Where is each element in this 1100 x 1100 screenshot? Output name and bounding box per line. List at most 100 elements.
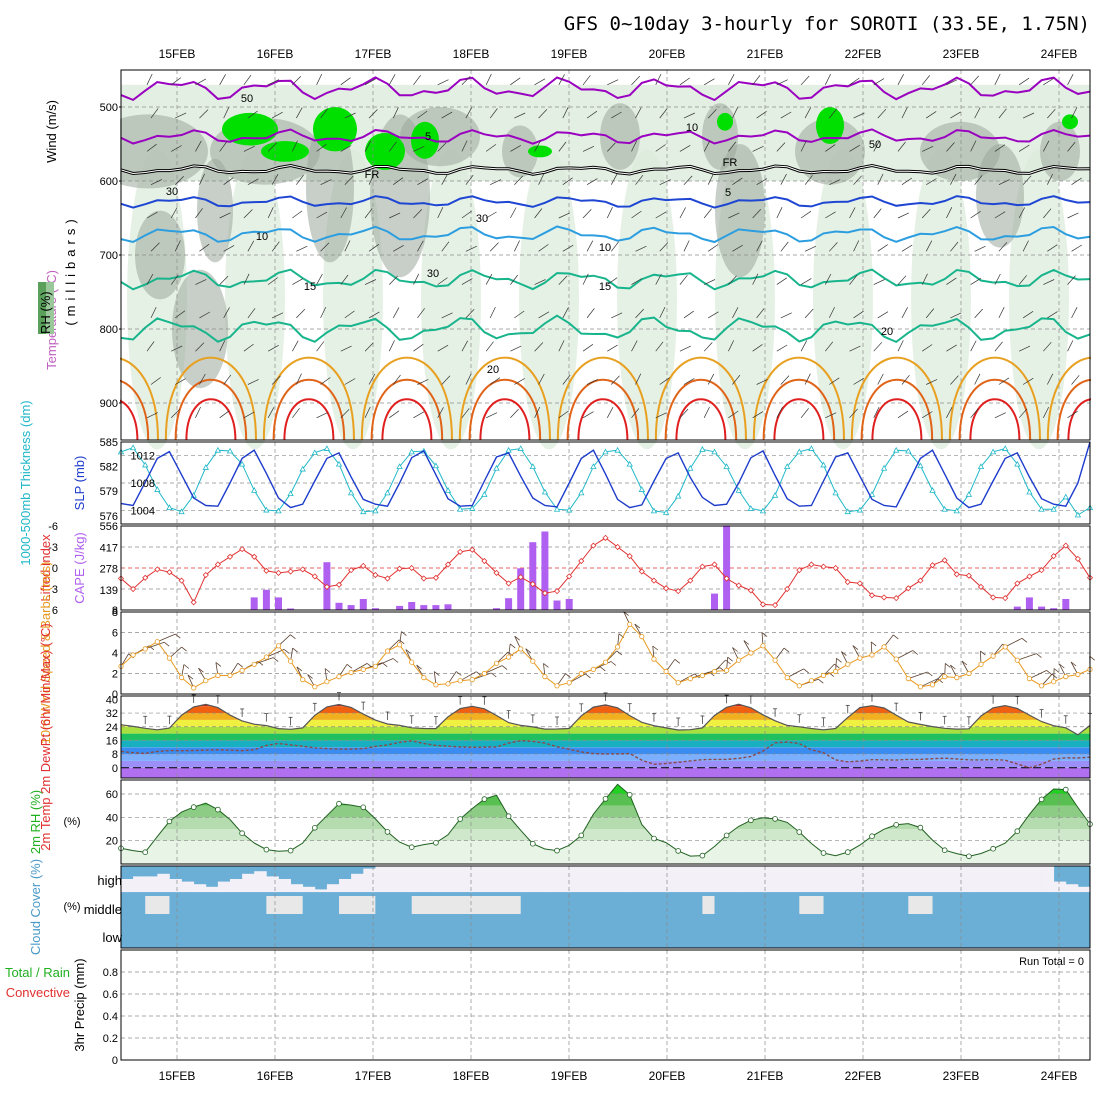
cape-bar (432, 605, 440, 610)
upper-wind-barb (219, 340, 226, 352)
upper-wind-barb (1067, 340, 1074, 352)
thickness-marker (699, 446, 706, 452)
upper-wind-barb (534, 140, 541, 152)
wind-speed-marker (336, 673, 342, 680)
upper-wind-barb (340, 274, 349, 285)
wind-speed-marker (1002, 644, 1008, 650)
upper-wind-barb (635, 107, 642, 119)
wind-speed-marker (372, 663, 378, 669)
wind-speed-marker (1063, 673, 1069, 680)
cloud-high-gap (678, 866, 691, 893)
upper-wind-barb (340, 77, 351, 86)
cloud-high-gap (617, 866, 631, 893)
rh-tick-label: 40 (106, 812, 118, 824)
boundary-layer-arch (370, 378, 444, 441)
boundary-layer-arch (675, 398, 727, 441)
thickness-line (120, 447, 1091, 516)
thickness-marker (287, 490, 294, 497)
date-label-top: 23FEB (943, 47, 980, 61)
upper-wind-barb (655, 73, 662, 85)
upper-wind-barb (1018, 77, 1030, 86)
wind-barb-feather (1089, 655, 1095, 661)
upper-wind-barb (897, 74, 904, 85)
freezing-level-inner (120, 164, 1091, 175)
rh-patch-saturated (365, 132, 405, 170)
upper-wind-barb (340, 345, 352, 352)
upper-wind-barb (970, 278, 982, 285)
cape-bar (553, 600, 561, 610)
cloud-high-gap (884, 866, 897, 893)
wind-barb-feather (841, 651, 847, 656)
upper-wind-barb (292, 340, 299, 352)
wind-speed-marker (251, 661, 257, 667)
temp-tick-label: 16 (106, 735, 118, 747)
upper-wind-barb (247, 240, 255, 252)
upper-wind-barb (998, 307, 1005, 319)
upper-wind-barb (534, 279, 546, 285)
upper-wind-barb (901, 374, 910, 385)
upper-wind-barb (393, 177, 404, 185)
cape-bar (1013, 606, 1021, 610)
date-axis-top: 15FEB 16FEB 17FEB 18FEB 19FEB 20FEB 21FEB 22FEB… (159, 47, 1078, 61)
lifted-index-marker (154, 566, 161, 573)
wind-barb-staff (254, 657, 274, 665)
upper-wind-barb (364, 208, 373, 219)
lifted-index-marker (566, 573, 573, 580)
upper-wind-barb (631, 210, 642, 219)
cloud-high-gap (1029, 866, 1042, 893)
upper-wind-barb (413, 273, 420, 285)
upper-wind-barb (389, 410, 400, 419)
cloud-high-gap (593, 866, 606, 893)
lifted-index-marker (372, 571, 379, 579)
lifted-index-marker (675, 588, 682, 595)
upper-wind-barb (413, 145, 425, 152)
rh-patch-saturated (528, 145, 552, 158)
cape-tick-label: 556 (100, 521, 118, 533)
upper-wind-barb (296, 373, 302, 385)
contour-label: 15 (599, 281, 611, 293)
date-label-top: 24FEB (1041, 47, 1078, 61)
upper-wind-barb (344, 175, 354, 185)
upper-wind-barb (897, 340, 904, 352)
temp-color-band (121, 726, 1090, 734)
cape-bar (529, 542, 537, 610)
thickness-tick-label: 576 (100, 511, 118, 523)
upper-wind-barb (804, 373, 811, 385)
upper-wind-barb (728, 275, 737, 285)
upper-wind-barb (655, 341, 664, 352)
wind-barb-feather (307, 674, 313, 679)
temp-color-band (121, 740, 1090, 748)
upper-wind-barb (465, 373, 472, 385)
cloud-layer-label: low (102, 930, 122, 945)
thickness-marker (880, 464, 888, 471)
wind-barb-staff (678, 673, 695, 684)
upper-wind-barb (659, 306, 666, 319)
lifted-index-marker (941, 557, 948, 564)
upper-wind-barb (707, 109, 717, 119)
upper-wind-barb (829, 179, 841, 186)
thickness-marker (977, 463, 985, 469)
upper-wind-barb (316, 341, 325, 352)
thickness-marker (541, 488, 549, 495)
contour-label: 5 (425, 131, 431, 143)
rh-marker (966, 853, 972, 860)
cloud-high-gap (993, 866, 1006, 893)
wind-speed-marker (154, 639, 160, 645)
upper-wind-barb (586, 240, 594, 252)
upper-wind-barb (344, 240, 351, 252)
cloud-high-gap (1017, 866, 1030, 893)
upper-wind-barb (340, 207, 347, 219)
wind-barb-feather (634, 623, 641, 629)
cloud-high-gap (302, 886, 316, 893)
temp-contour-10 (120, 225, 1091, 244)
wind-speed-marker (881, 644, 887, 650)
upper-wind-barb (897, 212, 909, 219)
date-label-bottom: 17FEB (355, 1069, 392, 1083)
upper-wind-barb (1043, 78, 1054, 86)
cloud-high-gap (775, 866, 788, 893)
thickness-marker (808, 445, 815, 451)
thickness-marker (202, 464, 209, 470)
cape-tick-label: 417 (100, 542, 118, 554)
upper-wind-barb (994, 144, 1006, 152)
upper-wind-barb (558, 212, 570, 219)
